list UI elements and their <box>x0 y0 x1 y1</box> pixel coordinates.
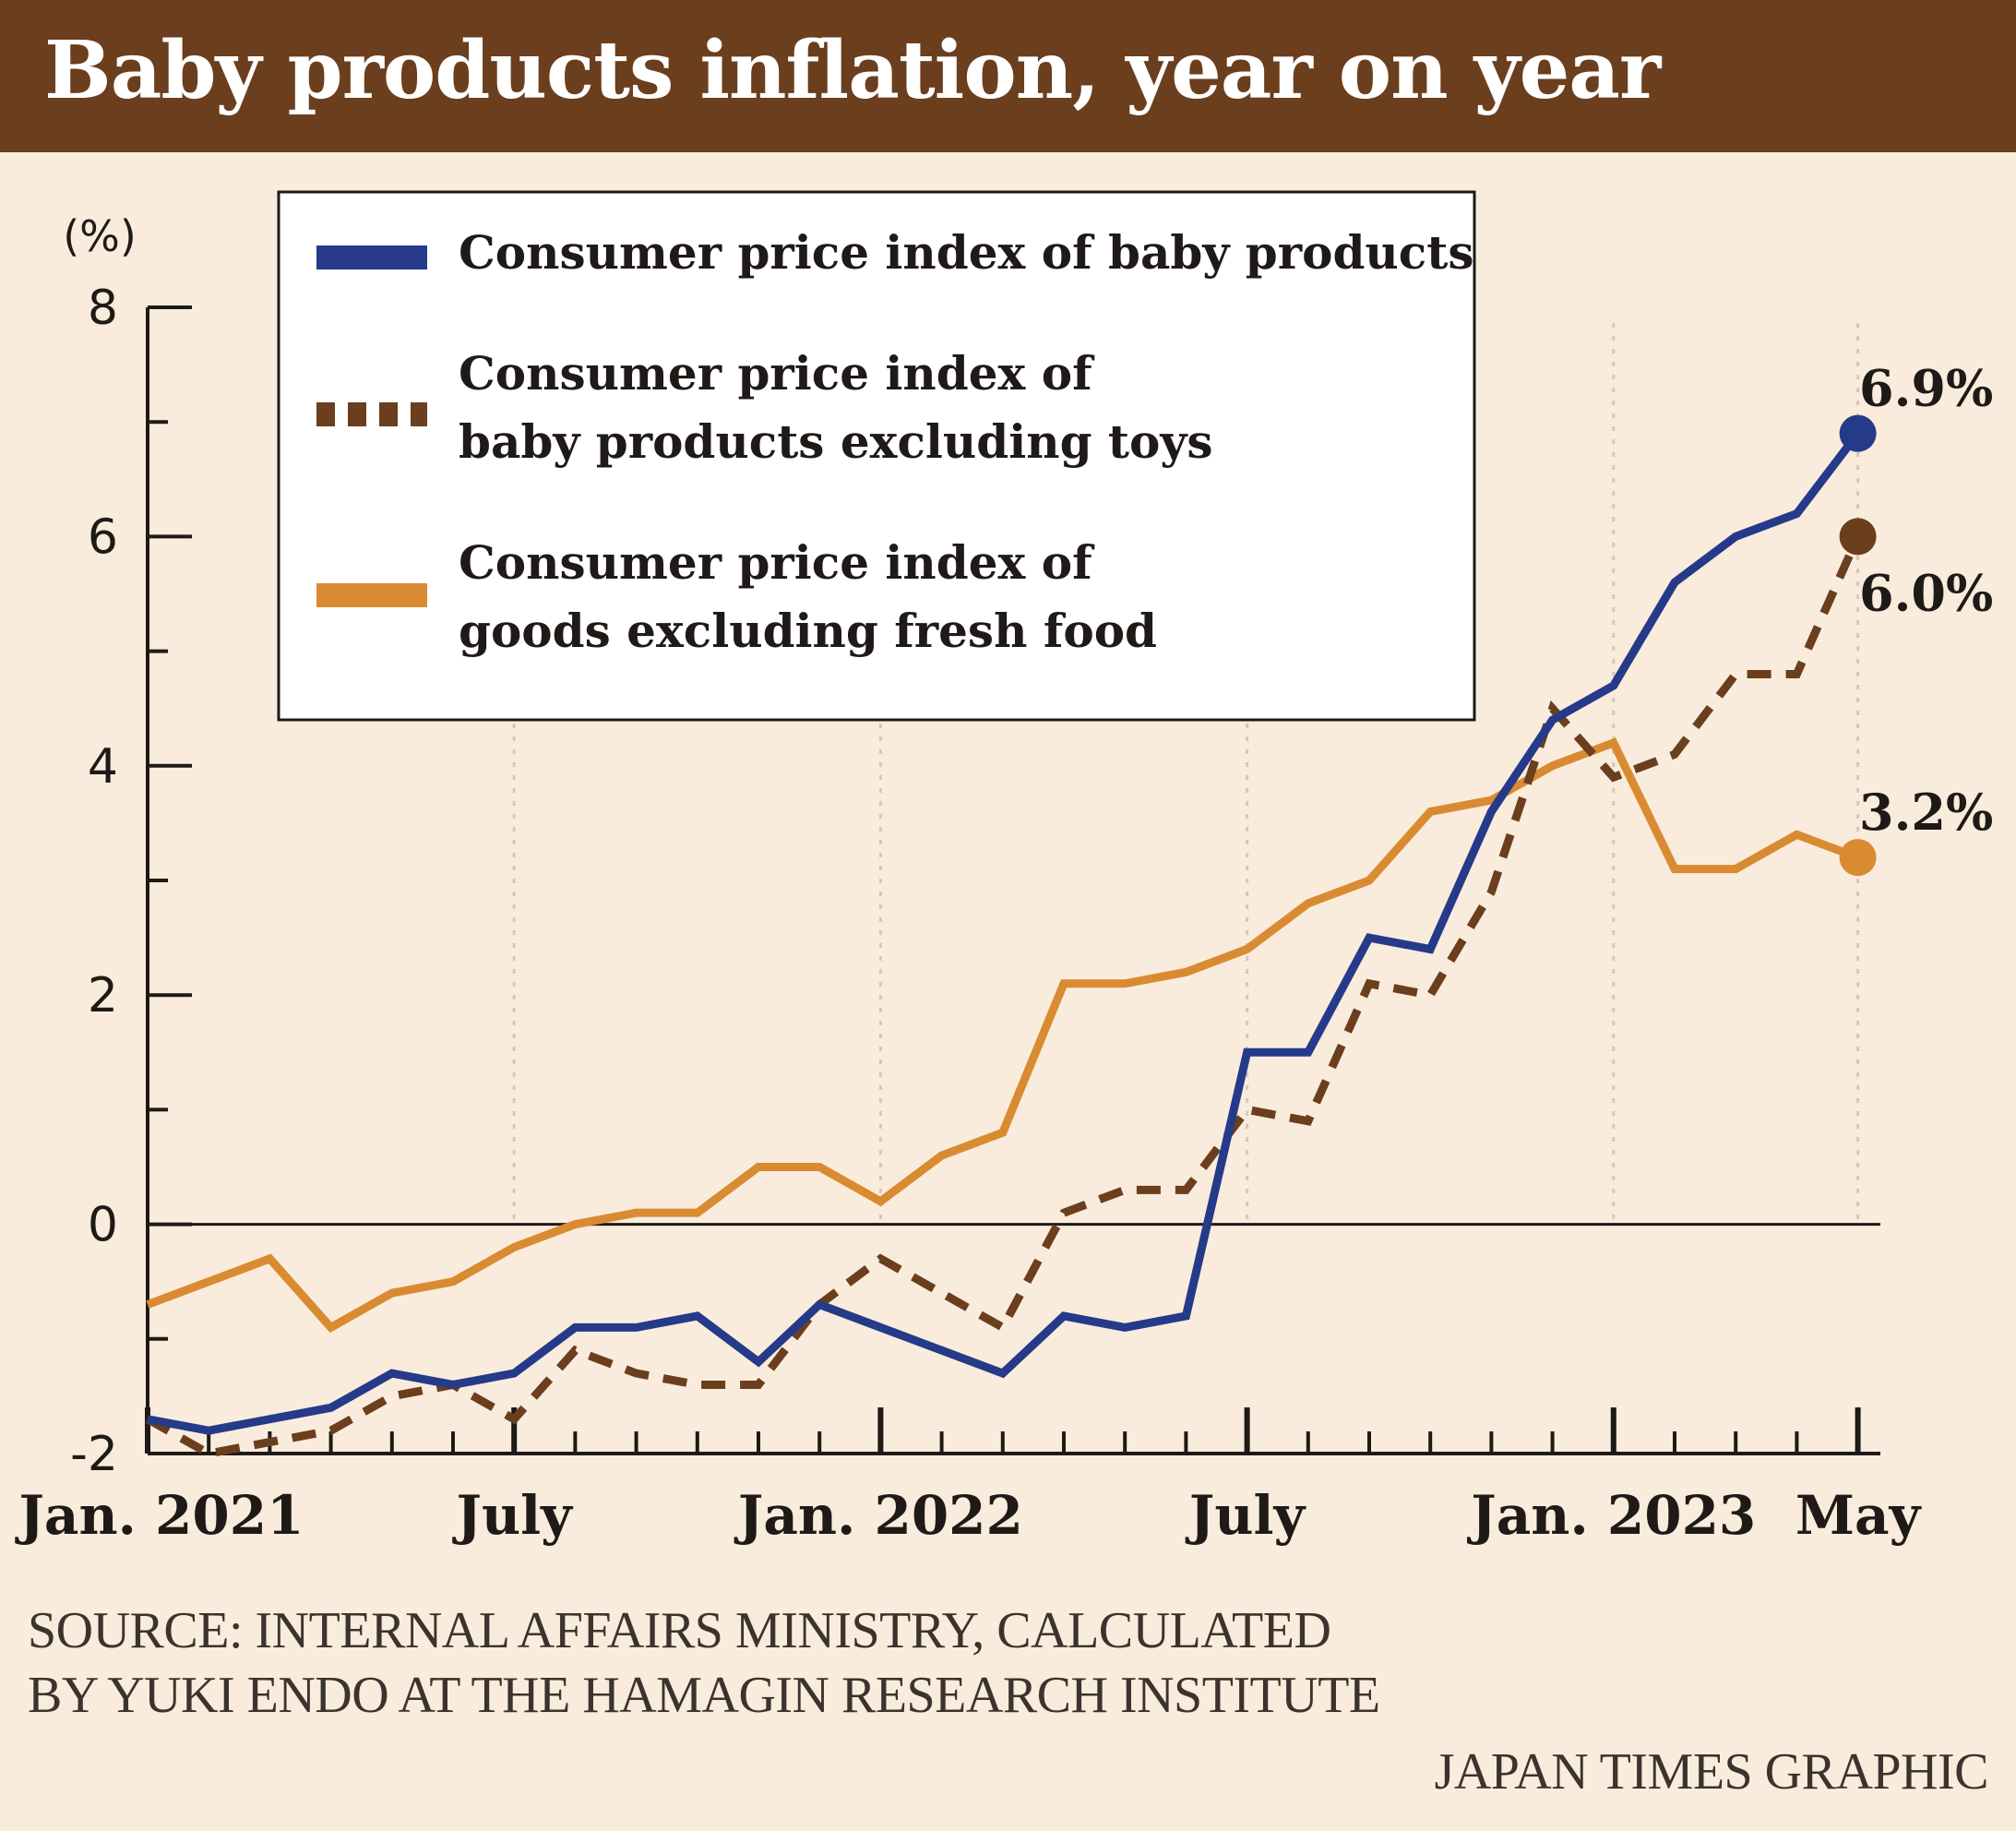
source-note: SOURCE: INTERNAL AFFAIRS MINISTRY, CALCU… <box>28 1598 1380 1728</box>
end-value-label: 6.0% <box>1859 563 1993 622</box>
legend-box <box>277 190 1476 722</box>
title-bar: Baby products inflation, year on year <box>0 0 2016 152</box>
y-tick-label: 6 <box>88 509 118 565</box>
y-axis-unit: (%) <box>63 211 137 261</box>
legend-label: Consumer price index of <box>459 535 1095 590</box>
legend-label: baby products excluding toys <box>459 414 1213 469</box>
y-tick-label: 8 <box>88 281 118 336</box>
end-value-label: 3.2% <box>1859 783 1993 842</box>
legend-label: goods excluding fresh food <box>459 604 1157 658</box>
source-line-2: BY YUKI ENDO AT THE HAMAGIN RESEARCH INS… <box>28 1667 1380 1724</box>
chart-title: Baby products inflation, year on year <box>44 24 1661 117</box>
x-tick-label: July <box>1185 1484 1307 1547</box>
y-tick-label: 4 <box>88 739 118 795</box>
y-tick-label: 0 <box>88 1198 118 1253</box>
x-tick-label: Jan. 2021 <box>14 1484 304 1547</box>
source-line-1: SOURCE: INTERNAL AFFAIRS MINISTRY, CALCU… <box>28 1602 1331 1659</box>
baby-products-end-marker <box>1839 414 1877 452</box>
y-tick-label: 2 <box>88 968 118 1023</box>
x-tick-label: May <box>1795 1484 1923 1547</box>
goods-excl-fresh-food-line <box>146 737 1860 1334</box>
goods-excl-fresh-food-end-marker <box>1839 839 1877 877</box>
y-tick-label: -2 <box>70 1427 118 1482</box>
x-tick-label: July <box>452 1484 575 1547</box>
legend-label: Consumer price index of baby products <box>459 225 1473 280</box>
baby-products-line <box>147 430 1862 1435</box>
legend-label: Consumer price index of <box>459 346 1095 401</box>
x-tick-label: Jan. 2022 <box>734 1484 1023 1547</box>
x-tick-label: Jan. 2023 <box>1466 1484 1756 1547</box>
graphic-credit: JAPAN TIMES GRAPHIC <box>1434 1743 1989 1801</box>
end-value-label: 6.9% <box>1859 359 1993 418</box>
baby-products-excl-toys-end-marker <box>1839 518 1877 556</box>
